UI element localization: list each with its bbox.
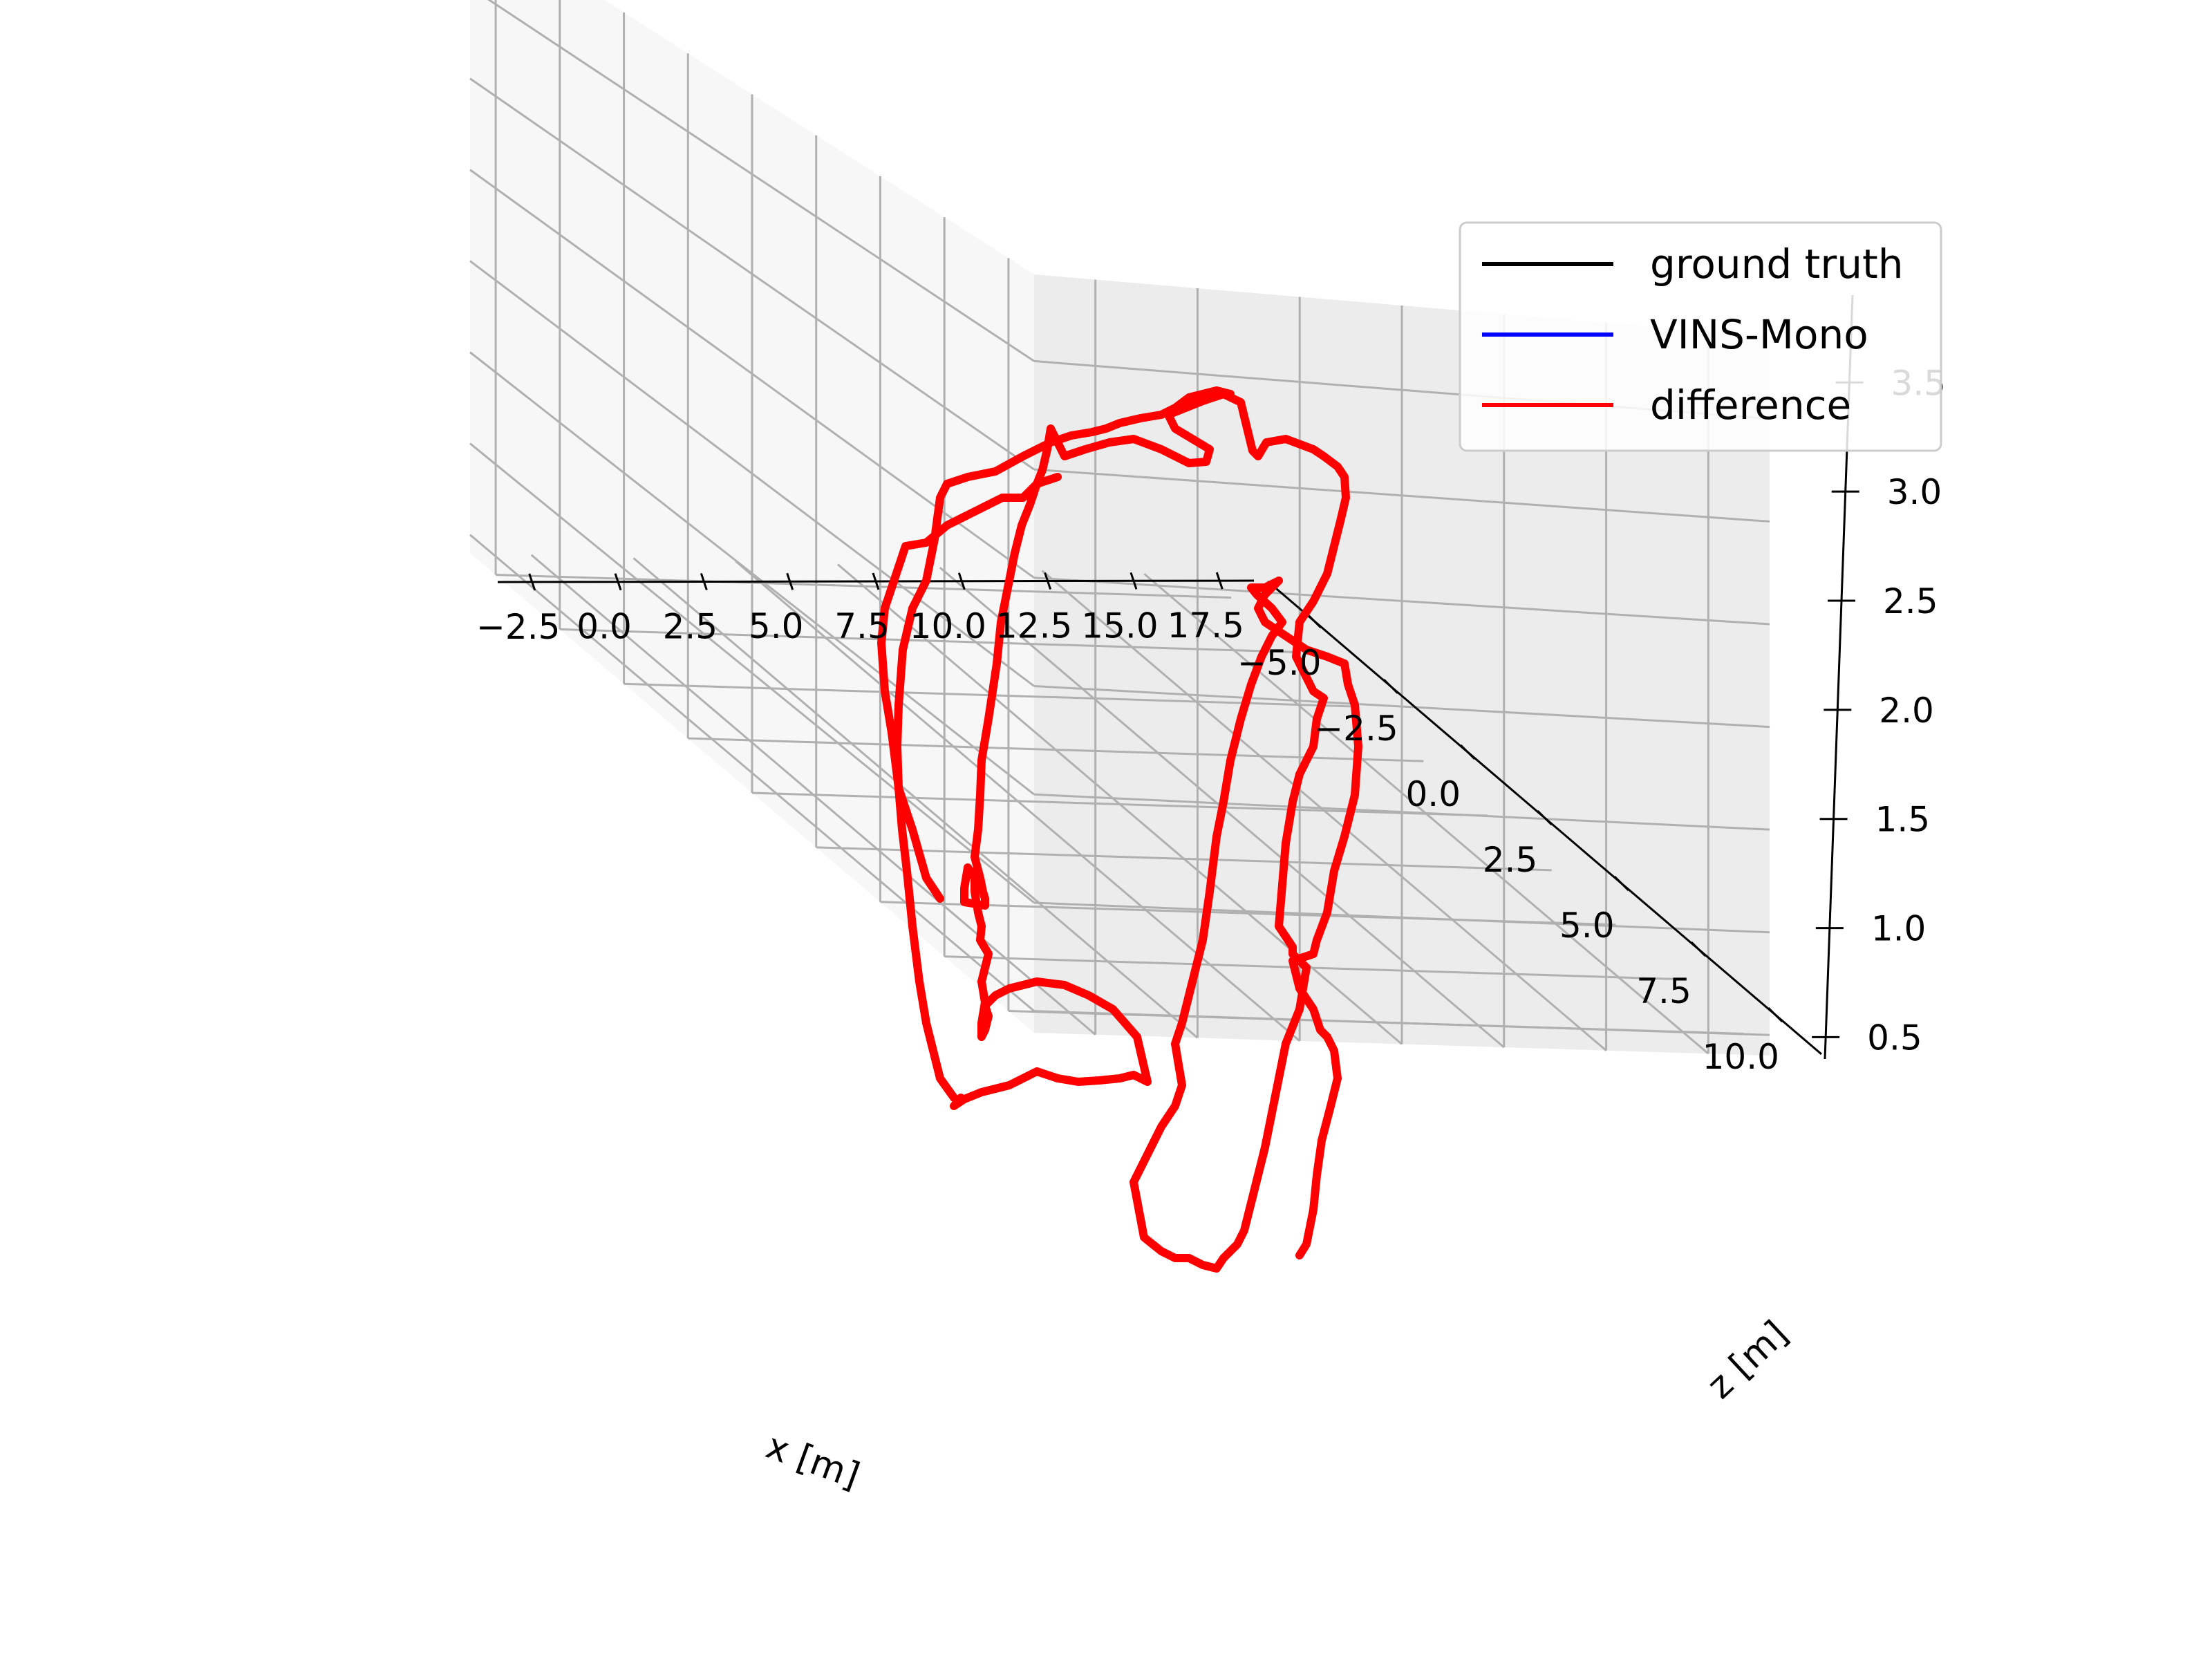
vertical-tick-label: 2.5 <box>1883 581 1938 621</box>
y-grid-floor-line <box>530 554 1096 1035</box>
axis-panes <box>470 0 1770 1056</box>
x-tick-mark <box>700 572 708 590</box>
y-grid-floor-line <box>1041 570 1607 1051</box>
x-tick-mark <box>786 572 794 590</box>
x-tick-label: 17.5 <box>1168 606 1244 646</box>
depth-tick-mark <box>1537 809 1553 826</box>
depth-tick-label: −2.5 <box>1314 709 1398 749</box>
z-grid-left-wall-line <box>469 351 1035 796</box>
legend-label-difference: difference <box>1650 382 1851 429</box>
difference-trajectory-line <box>893 386 1235 1102</box>
y-grid-floor-line <box>632 557 1199 1039</box>
tick-marks <box>528 381 1864 1038</box>
x-tick-label: 15.0 <box>1081 606 1158 646</box>
series-lines <box>877 386 1362 1273</box>
z-grid-right-wall-line <box>1033 468 1770 523</box>
depth-tick-mark <box>1690 941 1707 957</box>
z-grid-right-wall-line <box>1033 577 1770 626</box>
tick-labels: −2.5 0.0 2.5 5.0 7.5 10.0 12.5 15.0 17.5−5.0−2.5… <box>476 363 1946 1077</box>
vertical-tick-label: 1.0 <box>1871 909 1927 949</box>
z-grid-left-wall-line <box>487 0 1035 362</box>
z-grid-right-wall-line <box>1033 901 1770 934</box>
vertical-tick-label: 1.5 <box>1875 800 1931 840</box>
legend-frame <box>1459 221 1942 452</box>
depth-tick-label: 7.5 <box>1636 971 1691 1011</box>
x-tick-label: 0.0 <box>577 607 632 647</box>
depth-tick-mark <box>1768 1006 1783 1023</box>
z-grid-right-wall-line <box>1033 1010 1770 1036</box>
legend-label-vins-mono: VINS-Mono <box>1650 311 1868 358</box>
legend: ground truth VINS-Mono difference <box>1459 221 1942 452</box>
grid-lines <box>469 0 1770 1055</box>
vertical-tick-label: 0.5 <box>1867 1018 1922 1058</box>
depth-tick-mark <box>1460 744 1476 760</box>
x-tick-mark <box>1215 572 1224 590</box>
depth-tick-label: 2.5 <box>1483 840 1538 880</box>
legend-label-ground-truth: ground truth <box>1650 241 1904 288</box>
difference-trajectory-line <box>877 473 1062 903</box>
x-tick-mark <box>528 573 536 591</box>
x-tick-mark <box>1130 572 1138 590</box>
depth-tick-label: 0.0 <box>1405 774 1461 814</box>
x-tick-label: 12.5 <box>995 606 1072 646</box>
depth-tick-label: 10.0 <box>1703 1037 1779 1077</box>
depth-tick-mark <box>1382 678 1399 695</box>
y-grid-floor-line <box>735 560 1301 1042</box>
z-grid-left-wall-line <box>469 260 1035 687</box>
x-tick-label: 7.5 <box>834 606 890 646</box>
z-grid-right-wall-line <box>1033 685 1770 729</box>
z-axis-label: z [m] <box>1700 1313 1797 1407</box>
z-grid-right-wall-line <box>1033 793 1770 831</box>
x-tick-mark <box>614 573 622 591</box>
x-tick-mark <box>872 572 880 590</box>
x-tick-mark <box>1044 572 1052 590</box>
z-grid-left-wall-line <box>469 77 1035 471</box>
x-tick-label: 10.0 <box>910 606 986 646</box>
x-axis-label: x [m] <box>760 1425 865 1497</box>
difference-trajectory-line <box>950 390 1362 1273</box>
x-tick-label: 2.5 <box>663 606 718 646</box>
vertical-tick-label: 3.0 <box>1887 472 1942 512</box>
z-grid-left-wall-line <box>469 534 1035 1012</box>
depth-tick-label: −5.0 <box>1237 643 1321 683</box>
depth-tick-mark <box>1306 612 1322 629</box>
vertical-tick-label: 2.0 <box>1879 691 1934 731</box>
x-tick-label: −2.5 <box>476 607 560 647</box>
depth-tick-mark <box>1613 875 1629 892</box>
x-tick-label: 5.0 <box>749 606 804 646</box>
z-grid-left-wall-line <box>469 442 1035 904</box>
depth-tick-label: 5.0 <box>1559 906 1615 946</box>
x-tick-mark <box>957 572 966 590</box>
